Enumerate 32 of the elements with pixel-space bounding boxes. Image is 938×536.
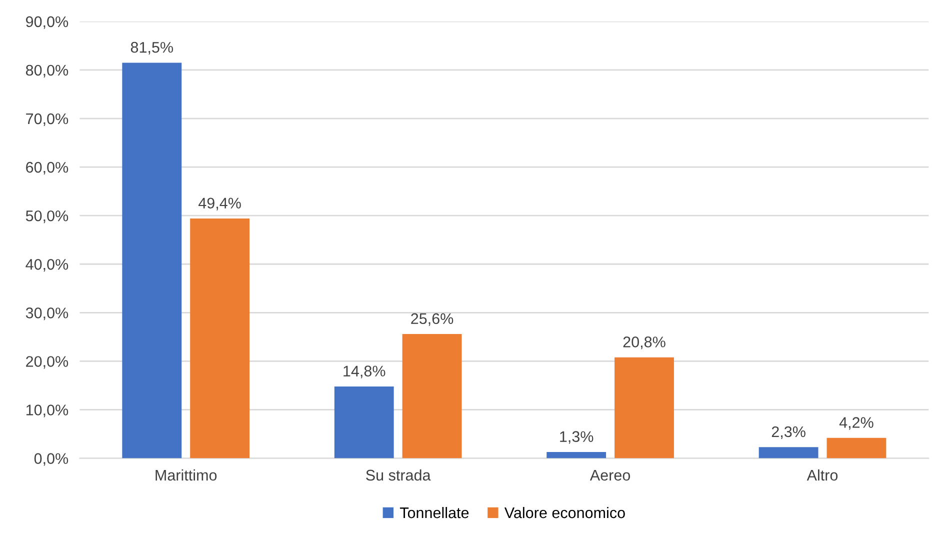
bar [826, 438, 886, 458]
x-tick-label: Aereo [590, 470, 630, 481]
y-tick-label: 50,0% [26, 210, 68, 224]
y-tick-label: 60,0% [26, 162, 68, 175]
y-tick-label: 20,0% [26, 356, 68, 369]
y-tick-label: 90,0% [26, 16, 68, 29]
bar [334, 386, 394, 458]
bar [402, 334, 462, 458]
data-label: 25,6% [411, 313, 454, 326]
data-label: 20,8% [623, 336, 666, 350]
data-label: 49,4% [198, 198, 241, 210]
x-tick-label: Altro [806, 469, 838, 481]
y-tick-label: 10,0% [26, 404, 68, 418]
legend-label: Valore economico [504, 506, 625, 518]
y-tick-label: 40,0% [26, 258, 68, 272]
x-tick-label: Marittimo [156, 469, 217, 481]
y-tick-label: 70,0% [26, 113, 68, 126]
data-label: 2,3% [772, 426, 806, 439]
bar [758, 447, 818, 458]
data-label: 14,8% [344, 366, 386, 378]
data-label: 81,5% [130, 42, 174, 55]
bar [190, 218, 250, 458]
data-label: 4,2% [839, 417, 874, 430]
data-label: 1,3% [560, 431, 594, 444]
bar [614, 357, 674, 458]
bar [546, 452, 606, 458]
y-tick-label: 80,0% [26, 64, 68, 78]
x-tick-label: Su strada [366, 469, 431, 481]
y-tick-label: 0,0% [34, 453, 68, 466]
legend-label: Tonnellate [400, 506, 469, 518]
y-tick-label: 30,0% [26, 308, 68, 320]
bar [122, 62, 182, 458]
